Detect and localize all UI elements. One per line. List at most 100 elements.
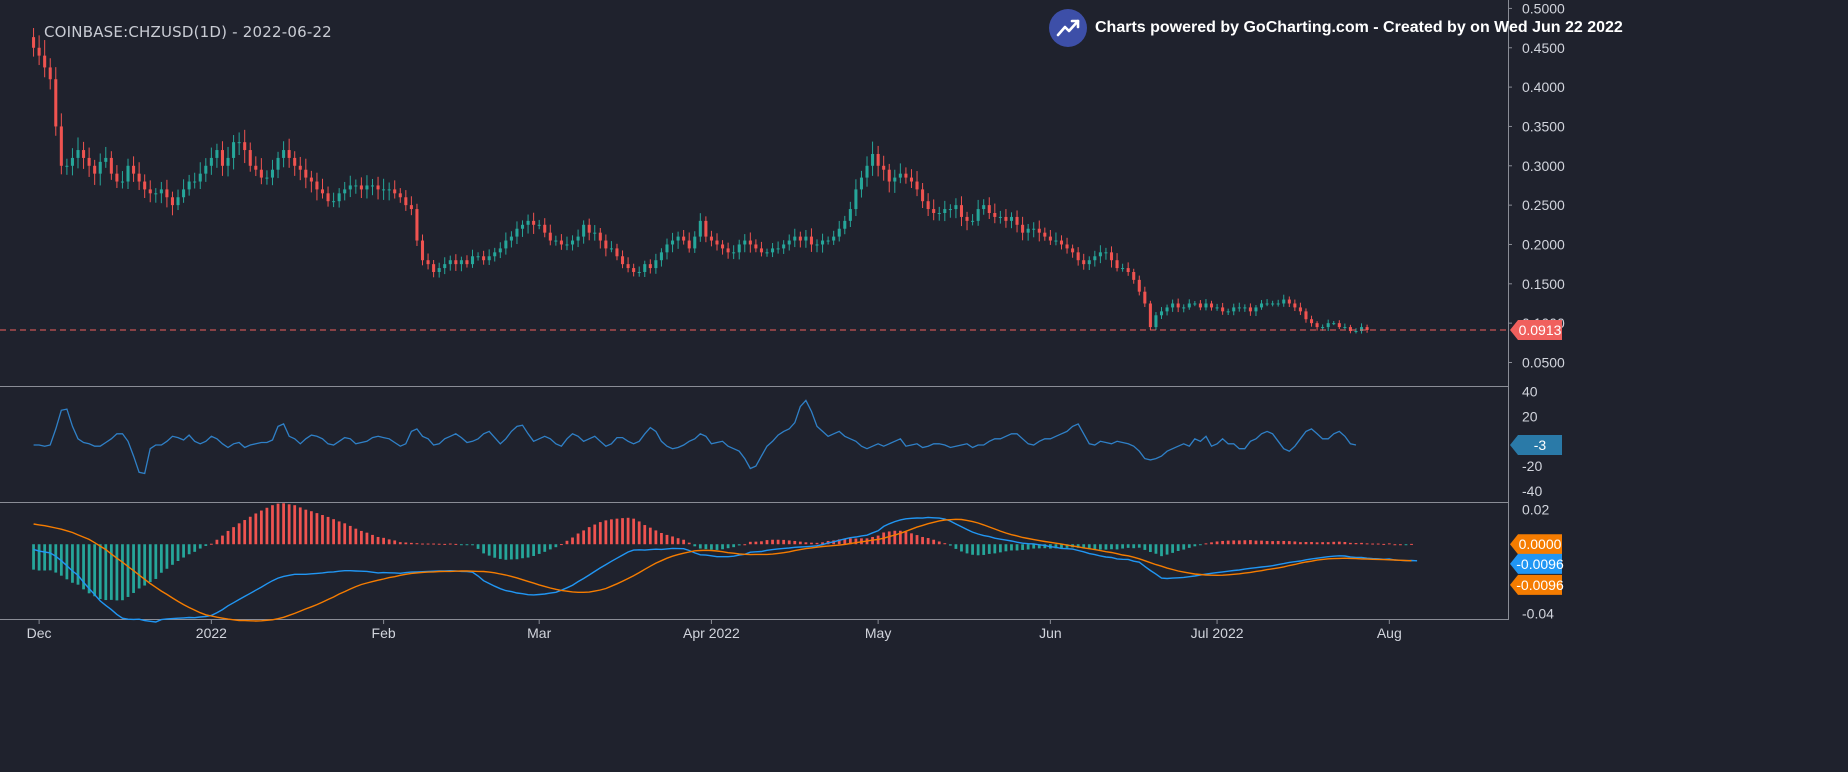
candle-down — [409, 205, 413, 210]
candle-up — [98, 161, 102, 174]
macd-pane[interactable] — [32, 503, 1418, 623]
candle-down — [682, 236, 686, 241]
candle-down — [170, 197, 174, 206]
histogram-bar — [1315, 542, 1319, 545]
oscillator-tick-label: -20 — [1522, 458, 1542, 474]
candle-up — [282, 150, 286, 158]
candle-down — [254, 165, 258, 170]
price-tick-label: 0.1500 — [1522, 276, 1565, 292]
histogram-bar — [421, 543, 424, 545]
oscillator-pane[interactable] — [33, 399, 1357, 475]
macd-histogram-tag: 0.0000 — [1519, 536, 1562, 552]
candle-down — [37, 47, 41, 56]
histogram-bar — [215, 539, 219, 545]
histogram-bar — [854, 538, 858, 545]
histogram-bar — [259, 510, 263, 545]
candle-down — [115, 173, 119, 182]
price-tick-label: 0.3000 — [1522, 158, 1565, 174]
candle-up — [1243, 307, 1247, 309]
histogram-bar — [748, 541, 752, 545]
histogram-bar — [109, 544, 113, 600]
candle-up — [1098, 252, 1102, 257]
candle-up — [576, 236, 580, 241]
pane-separators — [0, 0, 1509, 620]
candle-down — [1076, 252, 1080, 261]
candle-up — [1054, 240, 1058, 242]
candle-down — [876, 153, 880, 166]
histogram-bar — [1021, 544, 1024, 550]
candle-down — [465, 260, 469, 265]
candle-down — [709, 236, 713, 241]
candle-down — [1037, 228, 1041, 233]
candle-down — [932, 209, 936, 213]
histogram-bar — [515, 544, 519, 560]
price-tick-label: 0.3500 — [1522, 118, 1565, 134]
histogram-bar — [571, 537, 574, 545]
histogram-bar — [982, 544, 986, 555]
candle-down — [248, 150, 252, 166]
histogram-bar — [948, 544, 952, 546]
candle-down — [1071, 248, 1075, 253]
time-tick-label: Mar — [527, 625, 551, 641]
candle-up — [821, 240, 825, 245]
histogram-bar — [737, 544, 741, 546]
histogram-bar — [1010, 544, 1013, 551]
histogram-bar — [448, 543, 452, 545]
candle-up — [1237, 307, 1241, 309]
histogram-bar — [893, 530, 897, 545]
branding[interactable]: Charts powered by GoCharting.com - Creat… — [1049, 9, 1623, 47]
candle-up — [659, 252, 663, 261]
candle-up — [1232, 307, 1236, 312]
price-pane[interactable] — [0, 28, 1508, 334]
histogram-bar — [221, 535, 224, 545]
candle-down — [1209, 303, 1214, 308]
candle-down — [987, 205, 991, 213]
histogram-bar — [1399, 544, 1402, 546]
candle-down — [420, 240, 425, 261]
histogram-bar — [82, 544, 85, 590]
candle-up — [1332, 323, 1336, 325]
histogram-bar — [771, 539, 774, 545]
candle-up — [437, 268, 441, 273]
candle-up — [837, 228, 841, 237]
histogram-bar — [137, 544, 141, 589]
candle-down — [304, 169, 308, 178]
candle-up — [582, 224, 586, 237]
candle-down — [1287, 299, 1291, 304]
histogram-bar — [721, 544, 724, 550]
candle-down — [1115, 260, 1119, 269]
histogram-bar — [432, 543, 436, 545]
candle-up — [1009, 216, 1014, 221]
candle-down — [1298, 307, 1302, 312]
histogram-bar — [248, 516, 252, 545]
histogram-bar — [1054, 544, 1058, 549]
candle-up — [370, 185, 375, 187]
oscillator-tick-label: 40 — [1522, 384, 1538, 400]
histogram-bar — [159, 544, 163, 573]
candle-up — [793, 236, 797, 241]
candle-up — [743, 240, 747, 245]
histogram-bar — [693, 544, 697, 547]
candle-down — [965, 216, 969, 221]
candle-up — [1165, 307, 1169, 312]
histogram-bar — [243, 520, 247, 545]
histogram-bar — [76, 544, 80, 585]
histogram-bar — [282, 503, 285, 545]
candle-down — [1304, 311, 1308, 320]
histogram-bar — [532, 544, 536, 556]
histogram-bar — [1115, 544, 1119, 550]
candle-up — [771, 248, 775, 253]
histogram-bar — [354, 528, 358, 545]
histogram-bar — [510, 544, 513, 560]
histogram-bar — [548, 544, 552, 550]
candle-up — [1271, 303, 1275, 305]
macd-tick-label: -0.04 — [1522, 605, 1554, 621]
histogram-bar — [615, 518, 619, 545]
time-tick-label: Apr 2022 — [683, 625, 740, 641]
price-tick-label: 0.2000 — [1522, 236, 1565, 252]
histogram-bar — [665, 534, 669, 545]
candle-up — [593, 232, 597, 234]
histogram-bar — [815, 542, 819, 545]
candle-down — [48, 67, 52, 80]
